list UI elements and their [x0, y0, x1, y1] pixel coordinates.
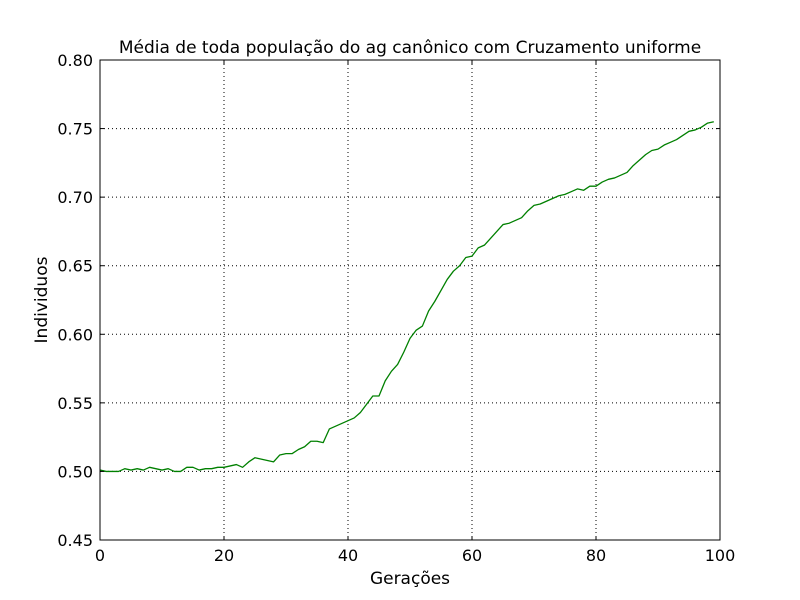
x-tick-label: 80 [586, 546, 606, 565]
y-tick-label: 0.50 [57, 462, 93, 481]
x-tick-label: 40 [338, 546, 358, 565]
y-tick-label: 0.80 [57, 51, 93, 70]
y-axis-label: Individuos [32, 256, 52, 343]
axis-tick-labels: 0 20 40 60 80 100 0.45 0.50 0.55 0.60 0.65 0.70 0.75… [57, 51, 735, 565]
x-tick-label: 20 [214, 546, 234, 565]
x-axis-label: Gerações [370, 569, 450, 589]
x-tick-label: 100 [705, 546, 736, 565]
y-tick-label: 0.75 [57, 120, 93, 139]
y-tick-label: 0.60 [57, 325, 93, 344]
y-tick-label: 0.65 [57, 257, 93, 276]
chart-title: Média de toda população do ag canônico c… [119, 38, 701, 58]
x-tick-label: 60 [462, 546, 482, 565]
y-tick-label: 0.70 [57, 188, 93, 207]
y-tick-label: 0.45 [57, 531, 93, 550]
plot-frame [99, 59, 721, 541]
axis-ticks [99, 59, 721, 541]
series-line [99, 121, 714, 473]
x-tick-label: 0 [95, 546, 105, 565]
grid [100, 60, 720, 540]
y-tick-label: 0.55 [57, 394, 93, 413]
